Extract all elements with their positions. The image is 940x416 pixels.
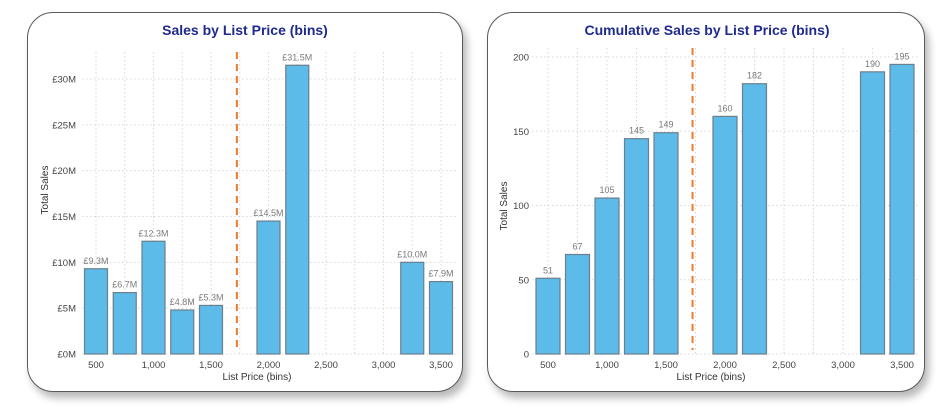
sales-chart-panel [27,12,463,392]
cumulative-sales-chart-panel [487,12,925,392]
